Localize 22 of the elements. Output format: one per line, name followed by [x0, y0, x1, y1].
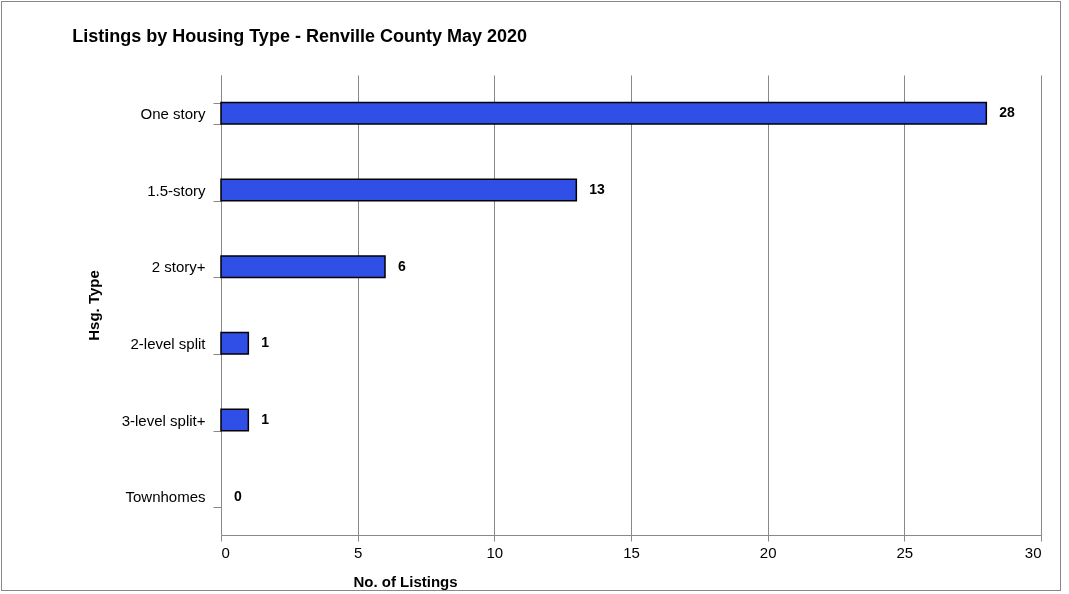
data-label: 0: [234, 487, 242, 504]
data-label: 28: [999, 104, 1016, 121]
y-axis-title: Hsg. Type: [84, 270, 102, 341]
y-tick-label: 2 story+: [151, 258, 206, 276]
x-tick-label: 10: [486, 543, 504, 561]
x-tick-label: 0: [221, 543, 230, 561]
x-axis-title: No. of Listings: [353, 572, 458, 590]
data-label: 6: [398, 257, 406, 274]
y-tick-label: One story: [140, 104, 206, 122]
data-label: 13: [589, 181, 606, 197]
x-tick-label: 30: [1024, 543, 1042, 561]
data-label: 1: [261, 334, 270, 351]
y-tick-label: 3-level split+: [121, 411, 206, 429]
y-tick-label: 2-level split: [130, 334, 207, 352]
x-tick-label: 20: [759, 543, 777, 561]
x-tick-label: 5: [353, 543, 363, 561]
y-tick-label: 1.5-story: [147, 181, 206, 199]
y-tick-label: Townhomes: [125, 488, 206, 506]
x-tick-label: 25: [896, 543, 914, 561]
data-label: 1: [261, 411, 270, 427]
chart-title: Listings by Housing Type - Renville County May 2020: [72, 26, 527, 46]
x-tick-label: 15: [623, 543, 640, 561]
